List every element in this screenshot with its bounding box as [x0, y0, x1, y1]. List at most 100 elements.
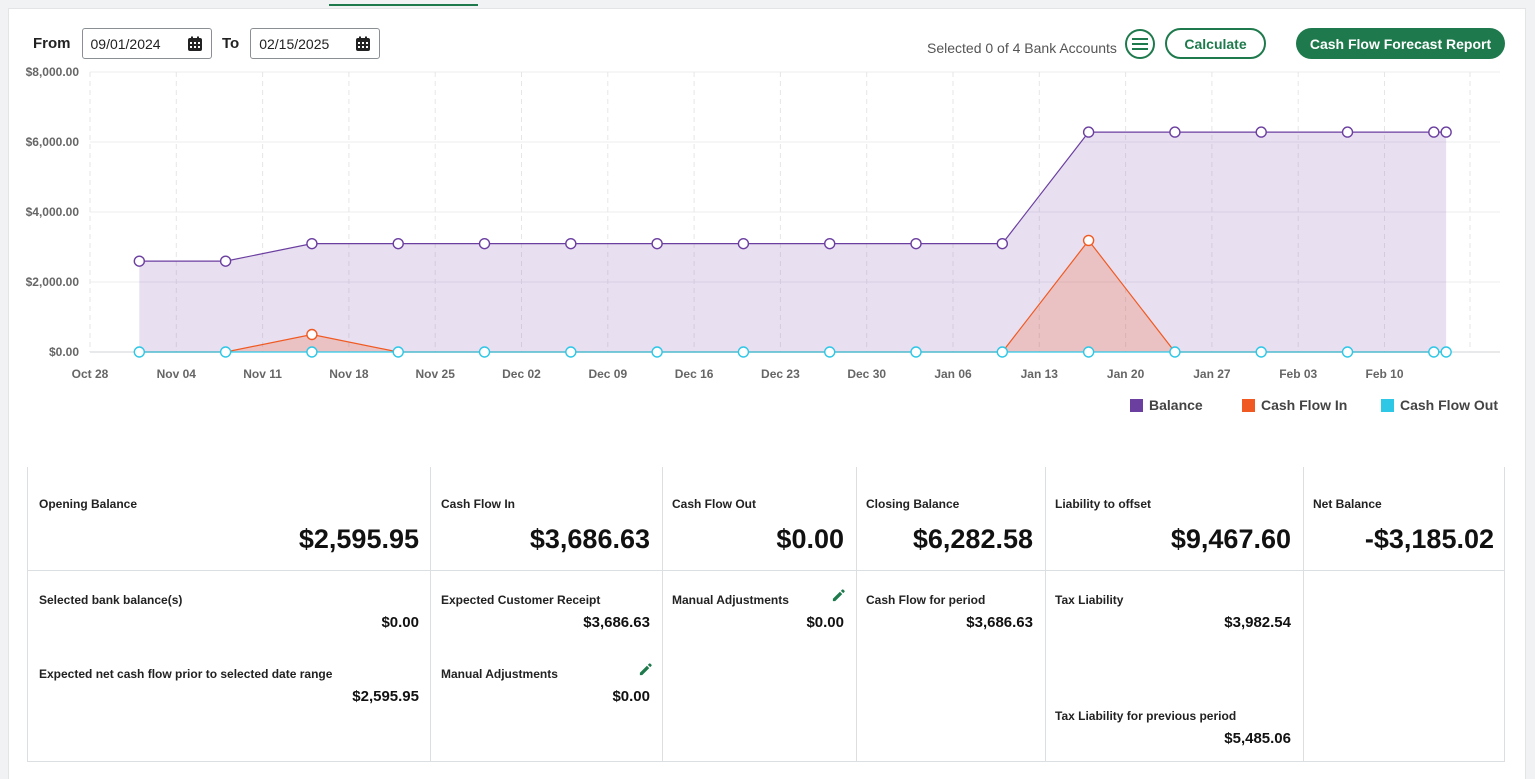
cash-flow-for-period-value: $3,686.63 [966, 614, 1033, 631]
legend-swatch-cash-flow-in [1242, 398, 1255, 412]
x-tick-label: Jan 20 [1107, 367, 1145, 381]
data-point-cash-flow-in [306, 328, 318, 341]
data-point-cash-flow-out [996, 346, 1009, 358]
divider [662, 467, 663, 762]
legend-swatch-cash-flow-out [1381, 398, 1394, 412]
data-point-balance [1341, 126, 1354, 138]
y-tick-label: $2,000.00 [26, 275, 80, 289]
calendar-icon[interactable] [355, 36, 371, 52]
y-tick-label: $0.00 [49, 345, 79, 359]
expected-customer-receipt-label: Expected Customer Receipt [441, 593, 601, 607]
to-date-input[interactable]: 02/15/2025 [250, 28, 381, 59]
data-point-cash-flow-out [824, 346, 836, 358]
legend-label-cash-flow-in: Cash Flow In [1261, 397, 1348, 413]
edit-pencil-icon[interactable] [831, 588, 846, 603]
data-point-balance [737, 237, 750, 250]
net-balance-value: -$3,185.02 [1364, 524, 1494, 554]
x-tick-label: Dec 30 [847, 367, 886, 381]
legend-balance[interactable]: Balance [1130, 397, 1203, 413]
data-point-balance [1082, 126, 1095, 138]
legend-swatch-balance [1130, 398, 1143, 412]
data-point-balance [996, 237, 1009, 250]
cash-flow-out-value: $0.00 [776, 524, 844, 554]
data-point-balance [392, 237, 404, 250]
y-tick-label: $4,000.00 [26, 205, 80, 219]
selected-bank-balances-label: Selected bank balance(s) [39, 593, 183, 607]
divider [430, 467, 431, 762]
to-label: To [222, 35, 240, 52]
calendar-icon[interactable] [187, 36, 203, 52]
legend-label-cash-flow-out: Cash Flow Out [1400, 397, 1498, 413]
data-point-balance [910, 237, 922, 250]
divider [1303, 467, 1304, 762]
data-point-cash-flow-out [651, 346, 663, 358]
x-tick-label: Dec 23 [761, 367, 800, 381]
opening-balance-label: Opening Balance [39, 497, 138, 511]
select-accounts-button[interactable] [1125, 29, 1155, 59]
net-balance-label: Net Balance [1313, 497, 1382, 511]
cash-flow-for-period-label: Cash Flow for period [866, 593, 986, 607]
closing-balance-value: $6,282.58 [912, 524, 1033, 554]
data-point-balance [1440, 126, 1452, 138]
active-tab-indicator [329, 0, 478, 6]
legend-cash-flow-in[interactable]: Cash Flow In [1242, 397, 1347, 413]
divider [856, 467, 857, 762]
data-point-cash-flow-in [1082, 234, 1095, 247]
tax-liability-previous-label: Tax Liability for previous period [1055, 709, 1237, 723]
hamburger-menu-icon [1132, 38, 1148, 50]
manual-adjustments-in-label: Manual Adjustments [441, 667, 558, 681]
tax-liability-previous-value: $5,485.06 [1224, 730, 1291, 747]
expected-net-prior-label: Expected net cash flow prior to selected… [39, 667, 333, 681]
liability-to-offset-label: Liability to offset [1055, 497, 1151, 511]
y-tick-label: $8,000.00 [26, 65, 80, 79]
data-point-cash-flow-out [1440, 346, 1452, 358]
data-point-cash-flow-out [565, 346, 577, 358]
expected-customer-receipt-value: $3,686.63 [583, 614, 650, 631]
data-point-cash-flow-out [1341, 346, 1354, 358]
edit-pencil-icon[interactable] [638, 662, 653, 677]
legend-cash-flow-out[interactable]: Cash Flow Out [1381, 397, 1498, 413]
selected-bank-balances-value: $0.00 [381, 614, 419, 631]
to-date-value: 02/15/2025 [259, 35, 330, 52]
calculate-button[interactable]: Calculate [1165, 28, 1266, 59]
manual-adjustments-in-value: $0.00 [612, 688, 650, 705]
opening-balance-value: $2,595.95 [298, 524, 419, 554]
x-tick-label: Feb 03 [1279, 367, 1317, 381]
data-point-cash-flow-out [306, 346, 318, 358]
data-point-balance [824, 237, 836, 250]
expected-net-prior-value: $2,595.95 [352, 688, 419, 705]
x-tick-label: Nov 11 [243, 367, 282, 381]
x-tick-label: Dec 09 [588, 367, 627, 381]
legend-label-balance: Balance [1149, 397, 1203, 413]
row-divider [28, 570, 1504, 571]
x-tick-label: Jan 27 [1193, 367, 1231, 381]
from-date-value: 09/01/2024 [90, 35, 161, 52]
from-label: From [33, 35, 71, 52]
x-tick-label: Feb 10 [1365, 367, 1403, 381]
data-point-balance [133, 255, 146, 267]
series-area-cash-flow-in [139, 240, 1447, 352]
x-tick-label: Dec 16 [675, 367, 714, 381]
data-point-cash-flow-out [910, 346, 922, 358]
data-point-cash-flow-out [478, 346, 491, 358]
data-point-balance [219, 255, 232, 267]
data-point-balance [306, 237, 318, 250]
tax-liability-label: Tax Liability [1055, 593, 1124, 607]
to-date-group: To 02/15/2025 [222, 28, 381, 59]
data-point-cash-flow-out [219, 346, 232, 358]
closing-balance-label: Closing Balance [866, 497, 960, 511]
data-point-cash-flow-out [1428, 346, 1440, 358]
data-point-cash-flow-out [1169, 346, 1181, 358]
x-tick-label: Nov 25 [416, 367, 456, 381]
y-tick-label: $6,000.00 [26, 135, 80, 149]
x-tick-label: Dec 02 [502, 367, 541, 381]
liability-to-offset-value: $9,467.60 [1170, 524, 1291, 554]
data-point-balance [478, 237, 491, 250]
cash-flow-in-value: $3,686.63 [529, 524, 650, 554]
selected-accounts-text: Selected 0 of 4 Bank Accounts [927, 40, 1117, 56]
cash-flow-forecast-report-button[interactable]: Cash Flow Forecast Report [1296, 28, 1505, 59]
data-point-balance [1428, 126, 1440, 138]
summary-grid: Opening Balance $2,595.95 Cash Flow In $… [27, 467, 1505, 762]
series-area-balance [139, 132, 1447, 352]
from-date-input[interactable]: 09/01/2024 [81, 28, 212, 59]
